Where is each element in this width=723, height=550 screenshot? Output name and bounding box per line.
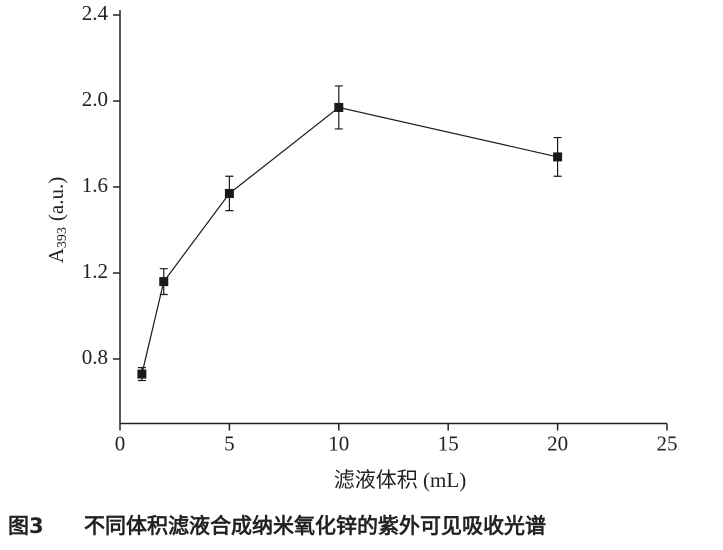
marker [224, 188, 234, 198]
y-tick-label: 2.4 [82, 1, 109, 25]
data-line [141, 106, 558, 375]
x-tick-label: 20 [547, 431, 568, 455]
x-tick-label: 5 [224, 431, 235, 455]
y-label-suffix: (a.u.) [44, 177, 68, 221]
x-tick-label: 15 [438, 431, 459, 455]
y-tick-label: 1.2 [82, 259, 108, 283]
caption-number: 图3 [8, 514, 44, 538]
x-tick-label: 0 [115, 431, 126, 455]
marker [553, 152, 563, 162]
x-axis-label: 滤液体积 (mL) [334, 468, 466, 492]
marker [334, 102, 344, 112]
y-tick-label: 0.8 [82, 345, 108, 369]
y-label-main: A [44, 247, 68, 263]
y-axis-label: A393 (a.u.) [44, 177, 70, 263]
y-tick-label: 1.6 [82, 173, 108, 197]
y-tick-label: 2.0 [82, 87, 108, 111]
x-tick-label: 25 [657, 431, 678, 455]
marker [159, 277, 169, 287]
caption: 不同体积滤液合成纳米氧化锌的紫外可见吸收光谱 [84, 514, 546, 538]
y-label-sub: 393 [55, 227, 70, 248]
x-tick-label: 10 [328, 431, 349, 455]
marker [137, 369, 147, 379]
